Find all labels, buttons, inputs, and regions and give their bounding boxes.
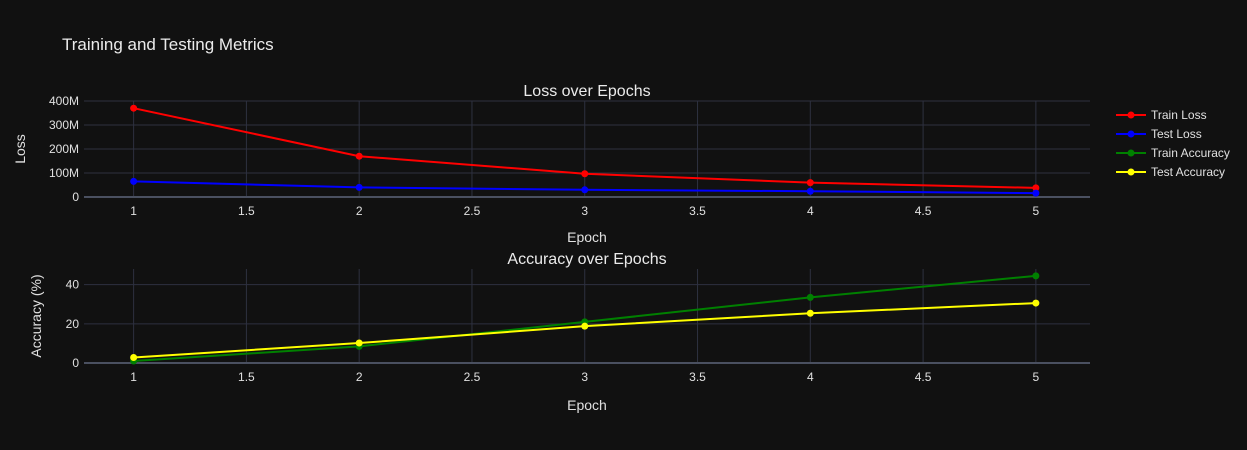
x-tick-label: 3	[581, 370, 588, 384]
legend-swatch-marker	[1127, 111, 1135, 119]
y-axis-label: Loss	[12, 134, 28, 164]
data-point-test-accuracy[interactable]	[1032, 299, 1040, 307]
figure-title: Training and Testing Metrics	[62, 35, 274, 54]
data-point-train-accuracy[interactable]	[1032, 272, 1040, 280]
legend-label: Train Loss	[1151, 108, 1207, 122]
x-tick-label: 2.5	[464, 204, 481, 218]
y-tick-label: 100M	[49, 166, 79, 180]
legend-item-test-loss[interactable]: Test Loss	[1116, 127, 1202, 141]
chart-panel-2: 1 1.5 2 2.5 3 3.5 4 4.5 5 0 20 40 Accuracy over Epoc…	[28, 251, 1090, 413]
data-point-test-loss[interactable]	[130, 177, 138, 185]
chart-panels: 1 1.5 2 2.5 3 3.5 4 4.5 5 0 100M 200M 300M 400M Loss o…	[12, 83, 1090, 413]
data-point-test-accuracy[interactable]	[355, 339, 363, 347]
x-tick-label: 4.5	[915, 370, 932, 384]
legend-label: Train Accuracy	[1151, 146, 1230, 160]
x-tick-label: 4.5	[915, 204, 932, 218]
data-point-train-loss[interactable]	[355, 152, 363, 160]
legend-label: Test Loss	[1151, 127, 1202, 141]
x-tick-label: 1.5	[238, 204, 255, 218]
chart-legend[interactable]: Train Loss Test Loss Train Accuracy Test Ac…	[1116, 108, 1230, 179]
data-point-test-loss[interactable]	[355, 183, 363, 191]
x-tick-label: 3	[581, 204, 588, 218]
y-axis-label: Accuracy (%)	[28, 274, 44, 357]
legend-swatch-marker	[1127, 168, 1135, 176]
x-tick-label: 3.5	[689, 204, 706, 218]
legend-label: Test Accuracy	[1151, 165, 1225, 179]
x-tick-label: 2.5	[464, 370, 481, 384]
legend-swatch-marker	[1127, 149, 1135, 157]
subplot-title: Accuracy over Epochs	[507, 251, 666, 268]
y-tick-label: 20	[66, 317, 80, 331]
x-tick-label: 1	[130, 204, 137, 218]
x-tick-label: 2	[356, 370, 363, 384]
data-point-train-accuracy[interactable]	[806, 293, 814, 301]
x-axis-label: Epoch	[567, 229, 607, 245]
data-point-test-loss[interactable]	[581, 186, 589, 194]
x-tick-label: 5	[1033, 204, 1040, 218]
x-axis-label: Epoch	[567, 397, 607, 413]
x-tick-label: 2	[356, 204, 363, 218]
data-point-test-accuracy[interactable]	[581, 322, 589, 330]
legend-item-train-loss[interactable]: Train Loss	[1116, 108, 1207, 122]
chart-panel-1: 1 1.5 2 2.5 3 3.5 4 4.5 5 0 100M 200M 300M 400M Loss o…	[12, 83, 1090, 245]
y-tick-label: 200M	[49, 142, 79, 156]
x-tick-label: 4	[807, 204, 814, 218]
data-point-train-loss[interactable]	[1032, 184, 1040, 192]
subplot-title: Loss over Epochs	[523, 83, 650, 100]
y-tick-label: 40	[66, 278, 80, 292]
x-tick-label: 1	[130, 370, 137, 384]
data-point-test-loss[interactable]	[806, 187, 814, 195]
x-tick-label: 5	[1033, 370, 1040, 384]
legend-item-train-accuracy[interactable]: Train Accuracy	[1116, 146, 1230, 160]
data-point-test-accuracy[interactable]	[130, 354, 138, 362]
x-tick-label: 1.5	[238, 370, 255, 384]
data-point-train-loss[interactable]	[806, 179, 814, 187]
data-point-train-loss[interactable]	[130, 104, 138, 112]
y-tick-label: 400M	[49, 94, 79, 108]
y-tick-label: 0	[72, 356, 79, 370]
x-tick-label: 3.5	[689, 370, 706, 384]
y-tick-label: 300M	[49, 118, 79, 132]
legend-swatch-marker	[1127, 130, 1135, 138]
data-point-train-loss[interactable]	[581, 170, 589, 178]
data-point-test-loss[interactable]	[1032, 189, 1040, 197]
data-point-test-accuracy[interactable]	[806, 309, 814, 317]
x-tick-label: 4	[807, 370, 814, 384]
y-tick-label: 0	[72, 190, 79, 204]
legend-item-test-accuracy[interactable]: Test Accuracy	[1116, 165, 1225, 179]
